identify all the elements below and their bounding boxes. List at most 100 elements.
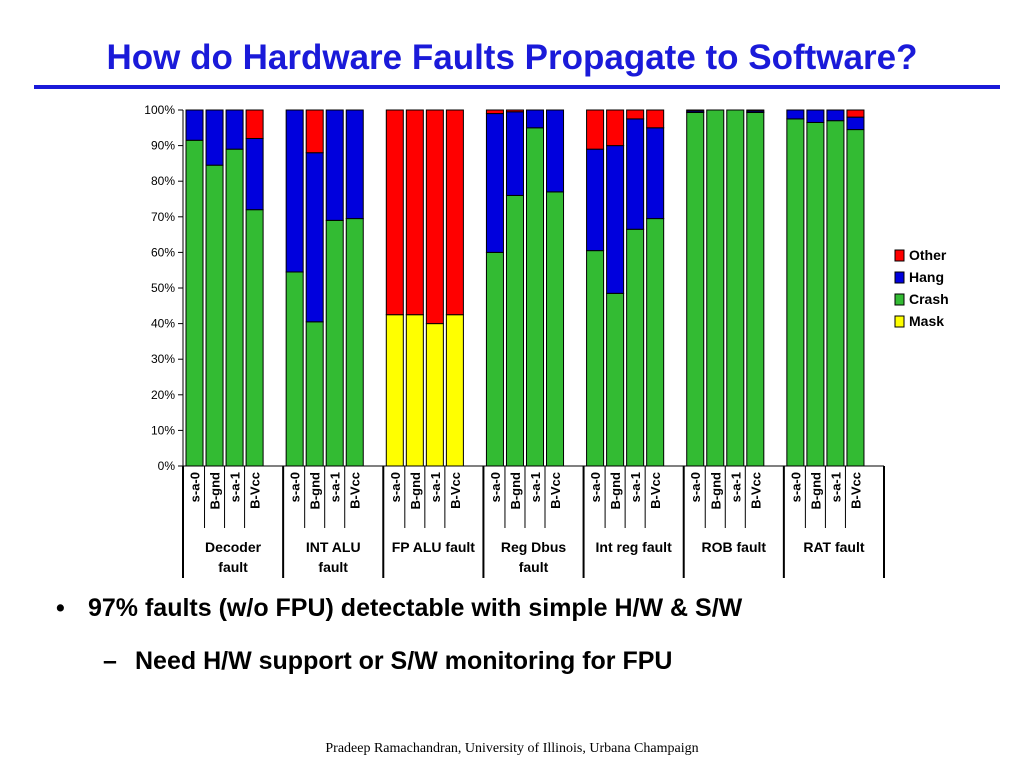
bar-segment [525, 109, 545, 129]
bar-segment [586, 250, 605, 467]
x-tick-label: B-Vcc [448, 472, 463, 509]
legend-label: Other [909, 247, 947, 263]
x-tick-label: s-a-1 [428, 472, 443, 502]
y-tick-label: 0% [158, 459, 176, 473]
legend-swatch [894, 315, 905, 328]
stacked-bar-chart: 0% 10% 20% 30% 40% 50% 60% 70% 80% 90% 100% s-a-0 B-… [144, 103, 949, 578]
title-underline [34, 85, 1000, 89]
bullet-text: 97% faults (w/o FPU) detectable with sim… [88, 594, 743, 622]
x-tick-label: s-a-1 [528, 472, 543, 502]
bar-segment [726, 109, 745, 467]
bar-segment [245, 137, 264, 211]
bar-segment [385, 109, 404, 316]
group-label: fault [318, 559, 348, 575]
legend-label: Mask [909, 313, 944, 329]
x-tick-label: B-gnd [308, 472, 323, 510]
group-label: fault [519, 559, 549, 575]
y-tick-label: 90% [151, 139, 175, 153]
bar-segment [225, 148, 244, 467]
bar-segment [505, 109, 524, 113]
x-tick-label: B-Vcc [348, 472, 363, 509]
bar-segment [786, 118, 805, 467]
bar-segment [546, 191, 565, 467]
x-tick-label: s-a-0 [288, 472, 303, 502]
bar-segment [546, 109, 565, 193]
bar-segment [686, 109, 705, 112]
bar-segment [646, 109, 665, 129]
bar-segment [485, 109, 504, 115]
bar-segment [485, 113, 504, 253]
sub-bullet-symbol: – [103, 647, 117, 675]
bar-segment [485, 251, 504, 467]
group-label: Reg Dbus [501, 539, 567, 555]
bar-segment [686, 111, 705, 467]
bar-segment [205, 164, 224, 467]
bar-segment [826, 120, 845, 467]
x-tick-label: B-Vcc [648, 472, 663, 509]
bar-segment [846, 129, 865, 467]
x-tick-label: B-Vcc [248, 472, 263, 509]
x-tick-label: B-gnd [208, 472, 223, 510]
x-tick-label: s-a-0 [688, 472, 703, 502]
bar-segment [806, 109, 825, 123]
group-label: ROB fault [702, 539, 767, 555]
sub-bullet-text: Need H/W support or S/W monitoring for F… [135, 647, 673, 675]
bar-segment [305, 152, 324, 323]
x-tick-label: s-a-0 [188, 472, 203, 502]
bar-segment [646, 218, 665, 467]
bar-segment [626, 228, 645, 467]
x-tick-label: s-a-1 [728, 472, 743, 502]
bar-segment [405, 109, 424, 316]
x-tick-label: s-a-0 [488, 472, 503, 502]
bar-segment [606, 109, 625, 147]
bar-segment [225, 109, 244, 150]
bar-segment [525, 127, 545, 467]
y-tick-label: 70% [151, 210, 175, 224]
bar-segment [606, 145, 625, 294]
x-tick-label: B-gnd [508, 472, 523, 510]
y-tick-label: 30% [151, 352, 175, 366]
bar-segment [245, 209, 264, 467]
group-label: INT ALU [306, 539, 361, 555]
bar-segment [325, 109, 344, 221]
x-tick-label: B-Vcc [848, 472, 863, 509]
group-label: fault [218, 559, 248, 575]
bar-segment [205, 109, 224, 166]
bar-segment [786, 109, 805, 120]
x-tick-label: B-Vcc [748, 472, 763, 509]
legend-swatch [894, 293, 905, 306]
bar-segment [445, 109, 464, 316]
bar-segment [826, 109, 845, 122]
x-tick-label: s-a-1 [328, 472, 343, 502]
x-tick-label: B-gnd [408, 472, 423, 510]
bar-segment [405, 314, 424, 467]
bar-segment [746, 111, 765, 467]
bar-segment [646, 127, 665, 220]
x-tick-label: B-gnd [608, 472, 623, 510]
bar-segment [706, 109, 725, 467]
y-tick-label: 100% [144, 103, 175, 117]
bar-segment [285, 271, 304, 467]
x-tick-label: s-a-0 [388, 472, 403, 502]
sub-bullet-item: – Need H/W support or S/W monitoring for … [103, 647, 672, 676]
bar-segment [185, 139, 204, 467]
y-tick-label: 40% [151, 317, 175, 331]
bullet-symbol: • [56, 594, 65, 622]
bar-segment [586, 109, 605, 150]
legend-swatch [894, 271, 905, 284]
bar-segment [285, 109, 304, 273]
bar-segment [345, 218, 364, 467]
y-tick-label: 50% [151, 281, 175, 295]
bar-segment [626, 109, 645, 120]
bar-segment [746, 109, 765, 112]
legend-label: Hang [909, 269, 944, 285]
x-tick-label: s-a-0 [588, 472, 603, 502]
bar-segment [305, 109, 324, 154]
bar-segment [806, 121, 825, 467]
bar-segment [245, 109, 264, 139]
bar-segment [305, 321, 324, 467]
bar-segment [445, 314, 464, 467]
bar-segment [846, 116, 865, 131]
legend-swatch [894, 249, 905, 262]
bar-segment [345, 109, 364, 220]
